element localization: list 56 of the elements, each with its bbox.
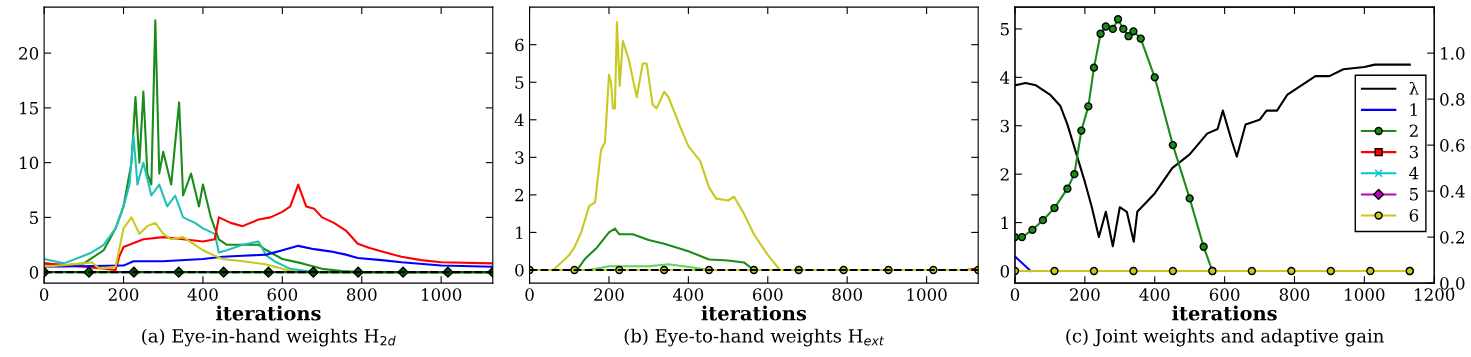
x-tick-label: 800 [1279, 288, 1310, 301]
x-tick-label: 1200 [1415, 288, 1455, 301]
x-tick-label: 400 [672, 288, 704, 301]
x-tick-label: 400 [187, 288, 218, 301]
y-tick-label: 3 [1000, 119, 1009, 133]
x-tick-label: 200 [594, 288, 624, 301]
y-tick-label: 0 [515, 263, 524, 277]
text: (b) Eye-to-hand weights H$_{ext}$ [624, 328, 885, 347]
legend-label: 1 [1410, 103, 1417, 116]
legend-label: 4 [1409, 166, 1419, 180]
y-tick-label: 5 [515, 76, 524, 89]
y-tick-label: 10 [20, 156, 39, 170]
y-tick-label: 0 [1000, 264, 1010, 278]
y2-tick-label: 0.2 [1440, 231, 1464, 244]
x-tick-label: 1000 [1345, 288, 1385, 301]
y-tick-label: 5 [1000, 23, 1009, 36]
y2-tick-label: 0.0 [1440, 277, 1465, 290]
y-tick-label: 15 [20, 101, 38, 115]
x-tick-label: 600 [1209, 288, 1240, 301]
y-tick-label: 5 [30, 211, 38, 224]
y-tick-label: 0 [29, 266, 39, 279]
legend-label: 6 [1409, 209, 1419, 222]
x-tick-label: 400 [1139, 288, 1170, 301]
x-tick-label: 800 [832, 288, 862, 301]
x-axis-title: iterations [701, 305, 807, 321]
legend-label: 5 [1410, 188, 1418, 201]
y-tick-label: 1 [1001, 216, 1008, 229]
y2-tick-label: 0.8 [1440, 93, 1465, 106]
y-tick-label: 2 [515, 188, 524, 202]
y-tick-label: 2 [1000, 168, 1009, 181]
y-tick-label: 1 [516, 226, 523, 239]
text: (c) Joint weights and adaptive gain [1066, 328, 1384, 347]
y-tick-label: 20 [19, 47, 39, 60]
y2-tick-label: 0.4 [1440, 185, 1465, 198]
x-tick-label: 800 [346, 288, 377, 301]
x-tick-label: 0 [1010, 288, 1020, 301]
x-axis-title: iterations [216, 305, 321, 321]
legend-label: 3 [1409, 145, 1418, 159]
x-tick-label: 1000 [422, 288, 462, 301]
y-tick-label: 6 [515, 38, 524, 52]
y2-tick-label: 1.0 [1441, 47, 1465, 60]
x-tick-label: 600 [267, 288, 298, 301]
x-tick-label: 200 [1070, 288, 1100, 301]
x-tick-label: 1000 [907, 288, 947, 301]
text: (a) Eye-in-hand weights H$_{2d}$ [142, 328, 396, 347]
x-tick-label: 600 [752, 288, 783, 301]
y-tick-label: 4 [1000, 71, 1010, 84]
x-axis-title: iterations [1172, 305, 1277, 321]
x-tick-label: 0 [39, 288, 49, 301]
x-tick-label: 200 [108, 288, 139, 301]
y-tick-label: 3 [515, 151, 524, 164]
legend-label: λ [1409, 81, 1419, 95]
legend-label: 2 [1409, 124, 1418, 137]
y-tick-label: 4 [514, 113, 524, 127]
x-tick-label: 0 [525, 288, 534, 301]
y2-tick-label: 0.6 [1440, 139, 1465, 152]
